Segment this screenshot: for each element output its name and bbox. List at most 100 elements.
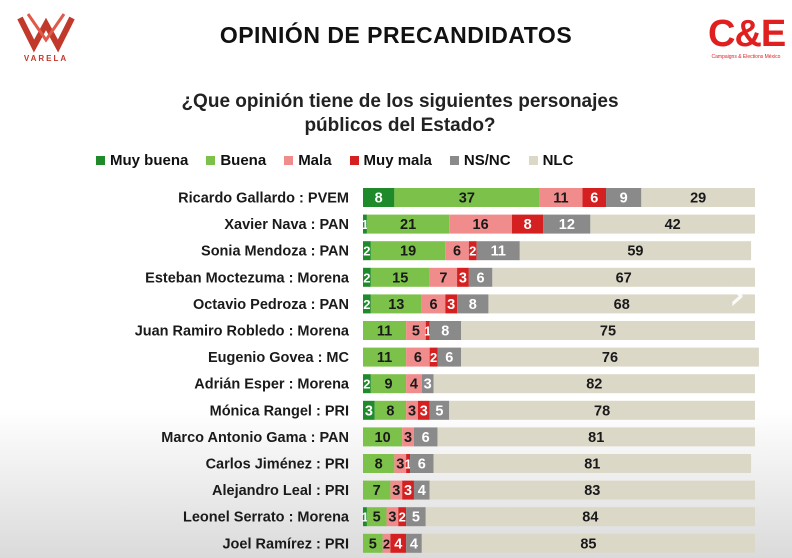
data-label: 2 [430,350,437,365]
data-label: 1 [404,457,411,472]
data-label: 59 [627,244,643,260]
category-label: Xavier Nava : PAN [224,217,349,233]
data-label: 81 [584,457,600,473]
data-label: 8 [524,217,532,233]
question-line-1: ¿Que opinión tiene de los siguientes per… [181,91,619,112]
data-label: 3 [424,377,432,393]
data-label: 21 [400,217,416,233]
bar-segment [433,374,755,394]
data-label: 3 [404,483,412,499]
data-label: 42 [665,217,681,233]
bar-segment [363,347,407,367]
bar-segment [519,241,752,261]
bar-segment [417,400,430,420]
data-label: 4 [410,536,418,552]
bar-segment [406,347,430,367]
varela-logo: VARELA [14,10,78,72]
category-label: Esteban Moctezuma : Morena [145,270,350,286]
bar-segment [402,427,414,447]
data-label: 6 [453,244,461,260]
category-label: Alejandro Leal : PRI [212,483,349,499]
data-label: 29 [690,191,706,207]
legend-label: Mala [298,151,332,169]
data-label: 1 [361,217,368,232]
data-label: 9 [384,377,392,393]
data-label: 2 [363,377,370,392]
bar-segment [590,214,755,234]
next-slide-icon[interactable]: › [728,269,746,320]
data-label: 9 [620,191,628,207]
bar-segment [370,267,430,287]
bar-segment [429,400,450,420]
category-label: Juan Ramiro Robledo : Morena [135,324,350,340]
data-label: 2 [363,270,370,285]
data-label: 15 [392,270,408,286]
data-label: 5 [369,536,377,552]
data-label: 11 [377,324,392,340]
bar-segment [410,454,434,473]
data-label: 3 [388,510,396,526]
category-label: Marco Antonio Gama : PAN [161,430,349,446]
data-label: 3 [404,430,412,446]
data-label: 7 [439,270,447,286]
data-label: 11 [491,244,506,260]
bar-segment [406,374,422,394]
legend-label: Muy buena [110,151,189,169]
legend-swatch [449,155,459,165]
data-label: 1 [361,510,368,525]
bar-segment [363,480,391,500]
data-label: 3 [392,483,400,499]
bar-segment [370,241,446,261]
category-label: Eugenio Govea : MC [208,350,350,366]
bar-segment [511,214,544,234]
bar-segment [413,427,438,447]
data-label: 84 [582,510,598,526]
bar-segment [363,267,371,287]
bar-segment [476,241,520,261]
data-label: 6 [590,191,598,207]
bar-segment [363,507,367,527]
data-label: 1 [424,324,431,339]
bar-segment [457,267,469,287]
legend-item-4: NS/NC [449,152,511,169]
data-label: 5 [412,510,420,526]
data-label: 4 [394,536,402,552]
data-label: 12 [559,217,575,233]
data-label: 6 [418,457,426,473]
legend-swatch [349,155,359,165]
bar-segment [488,294,755,314]
legend-item-3: Muy mala [349,151,432,169]
bar-segment [374,400,407,420]
legend-swatch [206,155,216,165]
ce-logo-subtext: Campaigns & Elections México [711,54,781,60]
data-label: 5 [373,510,381,526]
bar-segment [402,480,414,500]
legend-label: NLC [542,151,574,169]
legend-item-2: Mala [284,151,332,169]
bar-segment [366,214,450,234]
category-label: Carlos Jiménez : PRI [206,457,349,473]
bar-segment [421,533,755,553]
legend-label: Muy mala [363,151,432,169]
bar-segment [433,454,752,473]
data-label: 5 [412,324,420,340]
bar-segment [468,241,477,261]
data-label: 5 [435,403,443,419]
category-label: Leonel Serrato : Morena [183,510,350,526]
bar-segment [421,294,446,314]
category-label: Joel Ramírez : PRI [222,536,349,552]
data-label: 75 [600,324,616,340]
bar-segment [606,188,642,207]
legend-swatch [284,155,294,165]
data-label: 3 [365,403,373,419]
legend-label: Buena [220,151,267,169]
data-label: 4 [418,483,426,499]
bar-segment [429,347,438,367]
legend-item-0: Muy buena [96,152,188,169]
data-label: 16 [473,217,489,233]
bar-segment [406,507,426,527]
bar-segment [363,533,383,553]
bar-segment [429,321,461,340]
bar-segment [582,188,607,207]
bar-segment [370,294,422,314]
